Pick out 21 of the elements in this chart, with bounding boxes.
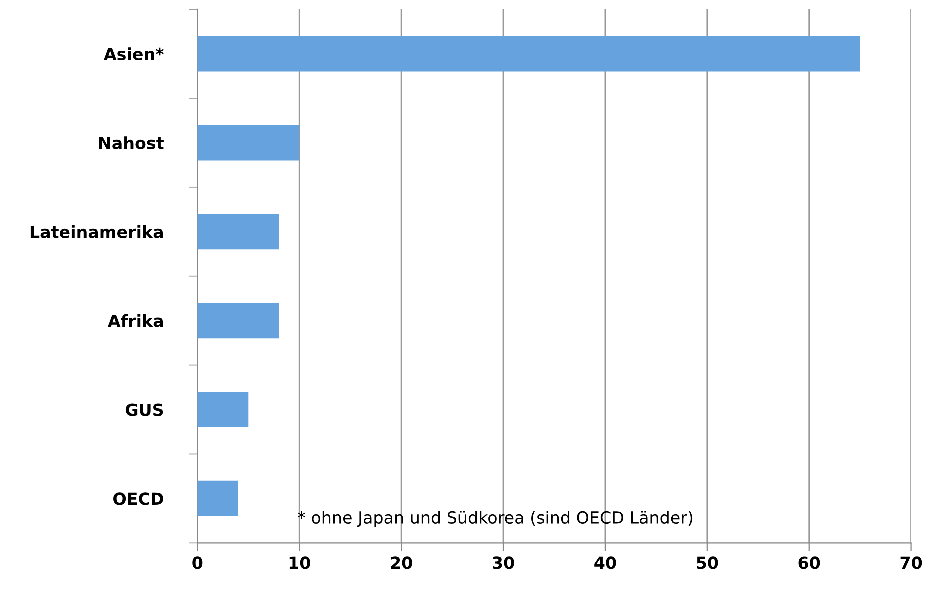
bar <box>198 303 280 339</box>
x-tick-label: 40 <box>594 556 616 570</box>
y-tick-label: OECD <box>114 492 164 506</box>
bar <box>198 214 280 250</box>
x-tick-label: 70 <box>900 556 922 570</box>
x-tick-label: 60 <box>798 556 820 570</box>
x-tick-label: 20 <box>391 556 412 570</box>
y-tick-label: Lateinamerika <box>30 226 164 238</box>
x-tick-label: 50 <box>697 556 718 570</box>
x-tick-label: 10 <box>290 556 310 570</box>
x-tick-label: 0 <box>192 556 203 570</box>
annotation: * ohne Japan und Südkorea (sind OECD Länder) <box>298 511 693 528</box>
y-tick-label: GUS <box>126 404 164 416</box>
y-tick-label: Nahost <box>99 136 164 150</box>
bar <box>198 125 300 161</box>
y-tick-label: Afrika <box>108 314 164 328</box>
bar <box>198 392 249 428</box>
x-tick-label: 30 <box>493 556 514 570</box>
bar <box>198 480 238 517</box>
y-tick-label: Asien* <box>104 48 164 61</box>
bar <box>198 36 860 72</box>
